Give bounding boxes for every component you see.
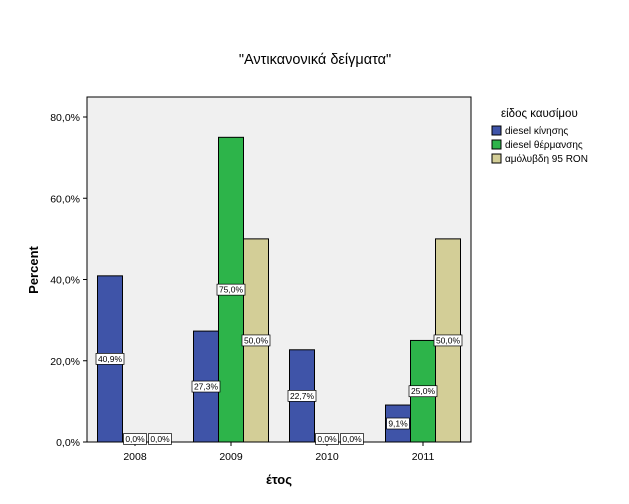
data-label-box	[123, 433, 147, 445]
legend-label-0: diesel κίνησης	[505, 125, 568, 137]
legend-title: είδος καυσίμου	[501, 108, 578, 120]
data-label-2008-series-0: 40,9%	[98, 354, 123, 364]
data-label-box	[287, 390, 317, 402]
data-label-box	[340, 433, 364, 445]
data-label-box	[95, 353, 125, 365]
legend: είδος καυσίμου diesel κίνησης diesel θέρμ…	[491, 108, 588, 165]
data-labels-group: 40,9% 0,0% 0,0% 27,3% 75,0% 50,0% 22,7% 0,0% 0,0…	[95, 283, 463, 445]
data-label-2009-series-2: 50,0%	[244, 335, 269, 345]
x-tick-label-2010: 2010	[315, 451, 339, 463]
data-label-box	[148, 433, 172, 445]
y-tick-label-60: 60,0%	[50, 193, 80, 205]
data-label-2008-series-2: 0,0%	[150, 434, 170, 444]
plot-area	[86, 96, 472, 443]
data-label-box	[191, 380, 221, 393]
y-tick-label-20: 20,0%	[50, 356, 80, 368]
legend-label-1: diesel θέρμανσης	[505, 139, 583, 151]
x-tick-label-2008: 2008	[123, 451, 147, 463]
data-label-box	[216, 283, 246, 296]
x-tick-label-2009: 2009	[219, 451, 243, 463]
data-label-2011-series-1: 25,0%	[411, 386, 436, 396]
data-label-2008-series-1: 0,0%	[125, 434, 145, 444]
y-axis: 0,0% 20,0% 40,0% 60,0% 80,0%	[50, 112, 87, 449]
data-label-2009-series-0: 27,3%	[194, 382, 219, 392]
legend-label-2: αμόλυβδη 95 RON	[505, 153, 588, 165]
data-label-box	[408, 385, 438, 398]
y-tick-label-0: 0,0%	[56, 437, 80, 449]
data-label-box	[315, 433, 339, 445]
legend-swatch-1	[491, 139, 502, 150]
y-tick-label-40: 40,0%	[50, 275, 80, 287]
data-label-2009-series-1: 75,0%	[219, 285, 244, 295]
legend-swatch-2	[491, 153, 502, 164]
data-label-2011-series-0: 9,1%	[388, 419, 408, 429]
data-label-box	[433, 334, 463, 347]
y-axis-label: Percent	[26, 245, 41, 293]
data-label-2010-series-1: 0,0%	[317, 434, 337, 444]
data-label-2010-series-0: 22,7%	[290, 391, 315, 401]
legend-swatch-0	[491, 125, 502, 136]
x-axis-label: έτος	[266, 472, 292, 487]
data-label-box	[241, 334, 271, 347]
x-axis: 2008 2009 2010 2011	[123, 442, 434, 463]
data-label-2011-series-2: 50,0%	[436, 335, 461, 345]
x-tick-label-2011: 2011	[412, 451, 435, 463]
data-label-box	[386, 417, 410, 430]
y-tick-label-80: 80,0%	[50, 112, 80, 124]
data-label-2010-series-2: 0,0%	[342, 434, 362, 444]
chart-title: "Αντικανονικά δείγματα"	[239, 52, 391, 68]
